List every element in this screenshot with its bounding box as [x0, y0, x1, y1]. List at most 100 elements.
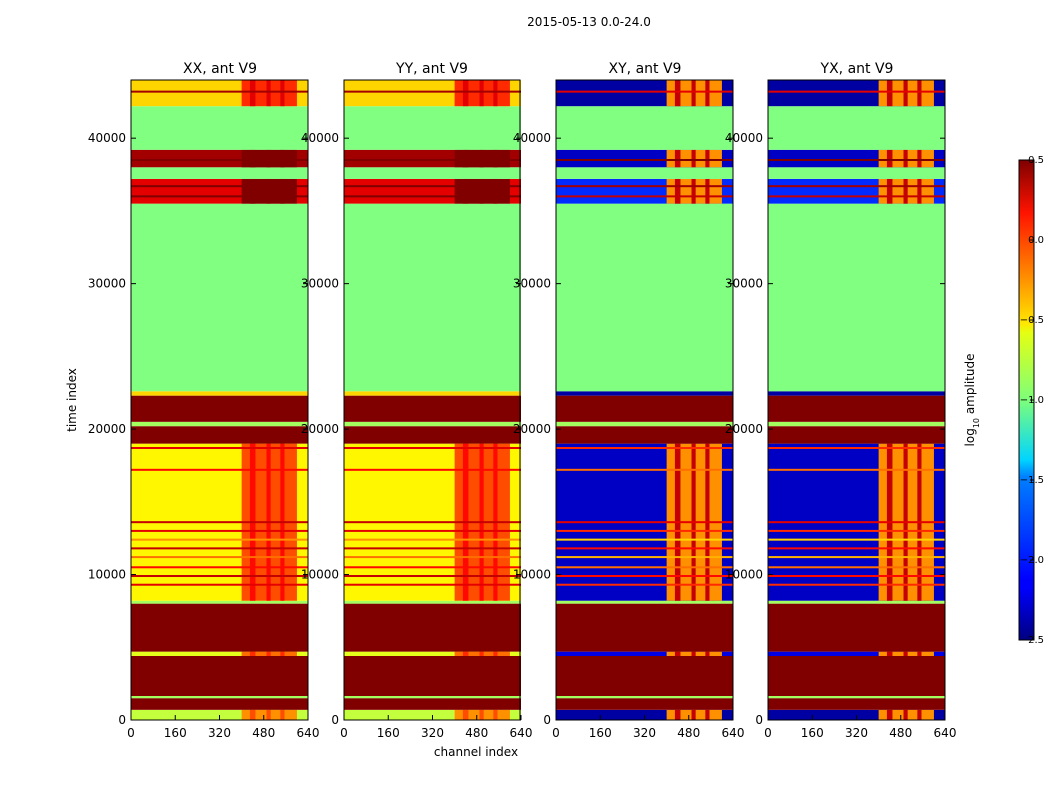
heat-band — [344, 651, 521, 656]
heat-stripe — [768, 521, 945, 524]
colorbar-tick-label: 0.5 — [1028, 155, 1044, 166]
x-tick-label: 640 — [510, 726, 533, 740]
heat-stripe — [768, 547, 945, 550]
heat-cell — [903, 80, 908, 107]
heat-stripe — [556, 538, 733, 541]
x-axis-label: channel index — [434, 745, 518, 759]
heat-stripe — [768, 566, 945, 569]
heat-cell — [479, 709, 484, 720]
heat-stripe — [131, 195, 308, 198]
heat-band — [768, 106, 945, 150]
heat-cell — [705, 149, 710, 168]
heat-cell — [249, 149, 256, 168]
heat-stripe — [768, 529, 945, 532]
heat-band — [131, 603, 308, 652]
y-tick-label: 30000 — [725, 277, 763, 291]
heat-stripe — [131, 538, 308, 541]
heat-band — [556, 106, 733, 150]
heat-cell — [903, 149, 908, 168]
heat-cell — [917, 651, 922, 656]
heat-cell — [493, 80, 498, 107]
heat-cell — [280, 709, 285, 720]
heat-band — [131, 698, 308, 710]
heat-stripe — [131, 90, 308, 93]
heat-band — [556, 603, 733, 652]
heat-cell — [691, 709, 696, 720]
heat-cell — [674, 709, 681, 720]
colorbar-tick-label: −1.0 — [1020, 395, 1044, 406]
heat-band — [556, 395, 733, 422]
heat-band — [344, 709, 521, 720]
heat-cell — [266, 80, 271, 107]
x-tick-label: 320 — [208, 726, 231, 740]
heat-band — [131, 651, 308, 656]
heat-band — [768, 203, 945, 392]
heat-stripe — [768, 195, 945, 198]
heat-cell — [493, 651, 498, 656]
colorbar-tick-label: −0.5 — [1020, 315, 1044, 326]
y-tick-label: 20000 — [88, 422, 126, 436]
heat-cell — [493, 709, 498, 720]
heat-cell — [705, 178, 710, 204]
heat-stripe — [131, 556, 308, 559]
heat-cell — [917, 709, 922, 720]
heat-stripe — [556, 521, 733, 524]
heat-stripe — [344, 468, 521, 471]
heat-band — [556, 391, 733, 396]
x-tick-label: 160 — [801, 726, 824, 740]
x-tick-label: 160 — [589, 726, 612, 740]
heat-stripe — [768, 468, 945, 471]
y-tick-label: 40000 — [725, 131, 763, 145]
x-tick-label: 640 — [297, 726, 320, 740]
heat-band — [768, 656, 945, 696]
heat-stripe — [131, 468, 308, 471]
x-tick-label: 480 — [889, 726, 912, 740]
y-tick-label: 40000 — [301, 131, 339, 145]
heat-band — [131, 426, 308, 444]
heat-cell — [691, 178, 696, 204]
heat-stripe — [131, 159, 308, 161]
heat-cell — [903, 178, 908, 204]
colorbar: 0.5 0.0 −0.5 −1.0 −1.5 −2.0 −2.5 log10 amplitu… — [963, 155, 1044, 646]
heat-cell — [917, 178, 922, 204]
x-tick-label: 640 — [722, 726, 745, 740]
y-tick-label: 30000 — [301, 277, 339, 291]
heat-cell — [886, 651, 893, 656]
colorbar-label-rest: amplitude — [963, 354, 977, 418]
colorbar-label-sub: 10 — [972, 418, 981, 428]
heat-band — [556, 600, 733, 604]
heat-band — [344, 203, 521, 392]
heat-band — [556, 651, 733, 656]
y-tick-label: 10000 — [725, 568, 763, 582]
heat-band — [131, 421, 308, 427]
y-tick-label: 0 — [543, 713, 551, 727]
heat-band — [131, 600, 308, 604]
heat-stripe — [344, 583, 521, 586]
heat-band — [556, 203, 733, 392]
heat-cell — [479, 178, 484, 204]
heat-cell — [691, 149, 696, 168]
heat-stripe — [344, 529, 521, 532]
panel-title: YX, ant V9 — [820, 61, 894, 77]
heat-band — [344, 656, 521, 696]
heat-cell — [280, 178, 285, 204]
heat-band — [131, 395, 308, 422]
heat-stripe — [344, 566, 521, 569]
heat-cell — [462, 80, 469, 107]
x-tick-label: 320 — [845, 726, 868, 740]
heat-cell — [266, 651, 271, 656]
figure-suptitle: 2015-05-13 0.0-24.0 — [527, 15, 651, 29]
heatmap-yy — [344, 80, 521, 720]
y-tick-label: 0 — [118, 713, 126, 727]
heat-stripe — [556, 447, 733, 449]
heat-band — [131, 203, 308, 392]
heat-stripe — [768, 185, 945, 188]
heat-cell — [886, 149, 893, 168]
panel-yx: YX, ant V9 — [767, 61, 946, 721]
y-tick-label: 20000 — [725, 422, 763, 436]
heat-band — [344, 395, 521, 422]
y-tick-label: 30000 — [513, 277, 551, 291]
heat-stripe — [344, 185, 521, 188]
heat-cell — [249, 651, 256, 656]
heat-cell — [674, 178, 681, 204]
